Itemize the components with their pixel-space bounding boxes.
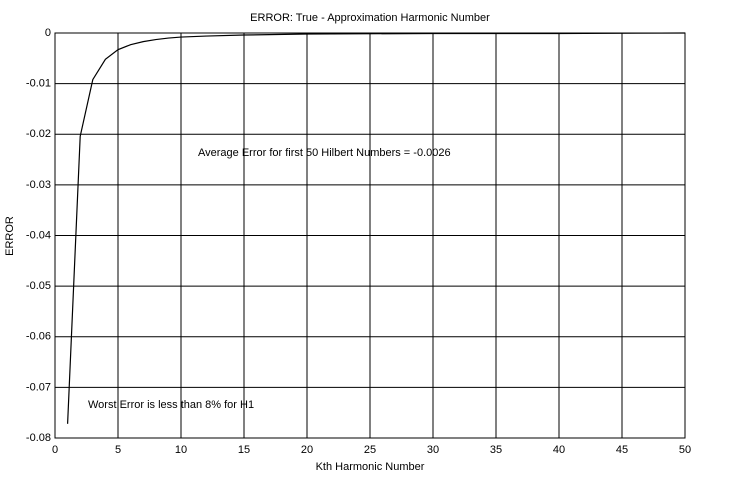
y-tick-label: -0.07 xyxy=(26,381,51,393)
y-tick-label: 0 xyxy=(45,27,51,39)
y-tick-label: -0.03 xyxy=(26,179,51,191)
x-tick-label: 50 xyxy=(679,444,691,456)
x-tick-label: 45 xyxy=(616,444,628,456)
y-tick-label: -0.06 xyxy=(26,331,51,343)
y-tick-label: -0.04 xyxy=(26,229,51,241)
x-tick-label: 40 xyxy=(553,444,565,456)
y-axis-label: ERROR xyxy=(4,216,16,256)
annotation: Average Error for first 50 Hilbert Numbe… xyxy=(198,147,451,159)
x-tick-label: 0 xyxy=(52,444,58,456)
x-tick-label: 20 xyxy=(301,444,313,456)
y-tick-label: -0.08 xyxy=(26,432,51,444)
x-axis-label: Kth Harmonic Number xyxy=(316,461,425,473)
x-tick-label: 35 xyxy=(490,444,502,456)
annotation: Worst Error is less than 8% for H1 xyxy=(88,399,254,411)
y-tick-label: -0.02 xyxy=(26,128,51,140)
x-tick-label: 25 xyxy=(364,444,376,456)
x-tick-label: 30 xyxy=(427,444,439,456)
x-tick-label: 5 xyxy=(115,444,121,456)
chart-title: ERROR: True - Approximation Harmonic Num… xyxy=(250,12,490,24)
x-tick-label: 15 xyxy=(238,444,250,456)
x-tick-label: 10 xyxy=(175,444,187,456)
plot-frame xyxy=(54,32,686,439)
line xyxy=(67,32,686,424)
y-tick-label: -0.05 xyxy=(26,280,51,292)
y-tick-label: -0.01 xyxy=(26,78,51,90)
